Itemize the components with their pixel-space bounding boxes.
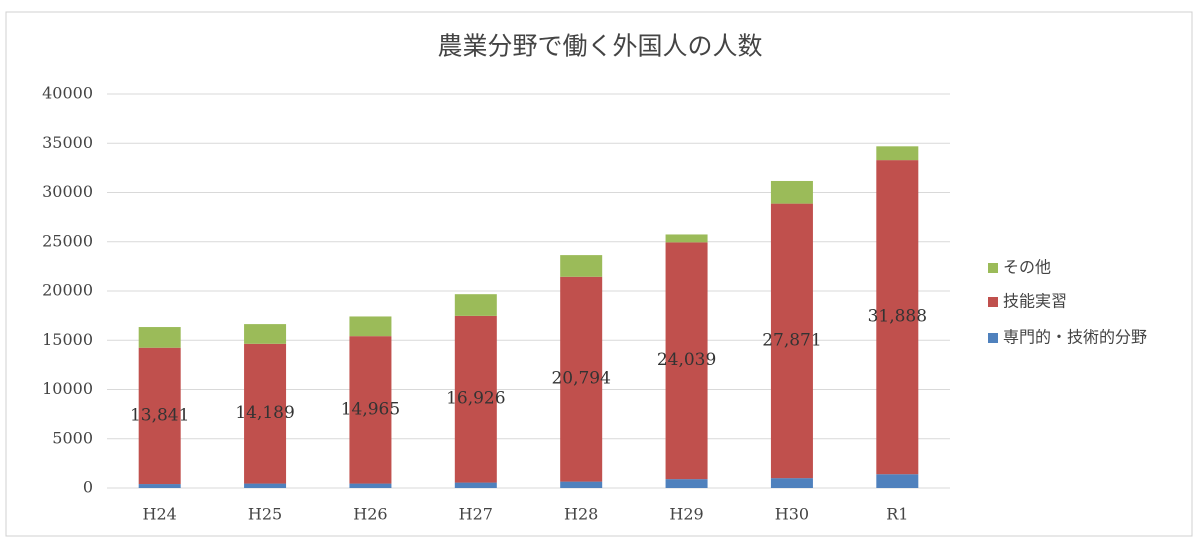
bar-segment — [349, 483, 392, 488]
bar-segment — [876, 160, 919, 475]
bar-segment — [349, 316, 392, 337]
x-tick-label: H24 — [143, 505, 177, 524]
y-tick-label: 0 — [83, 478, 93, 497]
bar-segment — [876, 146, 919, 161]
chart-title: 農業分野で働く外国人の人数 — [437, 32, 762, 61]
legend-label: 技能実習 — [1003, 292, 1067, 311]
bar-segment — [454, 315, 497, 483]
y-tick-label: 20000 — [42, 281, 93, 300]
bar-segment — [244, 324, 287, 344]
y-tick-label: 30000 — [42, 182, 93, 201]
data-label: 14,189 — [235, 403, 294, 423]
data-label: 31,888 — [868, 307, 927, 327]
y-tick-label: 10000 — [42, 379, 93, 398]
x-tick-label: H29 — [669, 505, 703, 524]
bar-segment — [454, 294, 497, 316]
bar-segment — [138, 347, 181, 485]
x-tick-label: H26 — [353, 505, 387, 524]
bar-segment — [560, 255, 603, 277]
legend-swatch — [988, 333, 998, 343]
legend-label: 専門的・技術的分野 — [1003, 328, 1147, 347]
x-tick-label: H25 — [248, 505, 282, 524]
bar-segment — [138, 327, 181, 348]
bar-segment — [665, 479, 708, 488]
data-label: 13,841 — [130, 405, 189, 425]
bar-segment — [560, 481, 603, 488]
x-tick-label: H28 — [564, 505, 598, 524]
bar-segment — [454, 482, 497, 488]
data-label: 14,965 — [341, 399, 400, 419]
x-tick-label: H27 — [459, 505, 493, 524]
bar-segment — [665, 242, 708, 480]
data-label: 16,926 — [446, 389, 505, 409]
bar-segment — [349, 336, 392, 484]
bar-segment — [560, 276, 603, 482]
x-tick-label: H30 — [775, 505, 809, 524]
bar-segment — [138, 484, 181, 488]
bar-segment — [770, 478, 813, 488]
legend-swatch — [988, 263, 998, 273]
bar-segment — [770, 180, 813, 204]
legend-swatch — [988, 297, 998, 307]
y-tick-label: 15000 — [42, 330, 93, 349]
data-label: 27,871 — [762, 330, 821, 350]
y-tick-label: 40000 — [42, 84, 93, 103]
legend-label: その他 — [1003, 258, 1051, 277]
y-tick-label: 5000 — [52, 428, 93, 447]
bar-segment — [244, 483, 287, 488]
bar-segment — [665, 234, 708, 243]
x-tick-label: R1 — [886, 505, 908, 524]
data-label: 20,794 — [551, 369, 610, 389]
bar-segment — [244, 343, 287, 484]
y-tick-label: 35000 — [42, 133, 93, 152]
bar-segment — [770, 203, 813, 479]
bar-segment — [876, 474, 919, 488]
y-tick-label: 25000 — [42, 231, 93, 250]
data-label: 24,039 — [657, 350, 716, 370]
